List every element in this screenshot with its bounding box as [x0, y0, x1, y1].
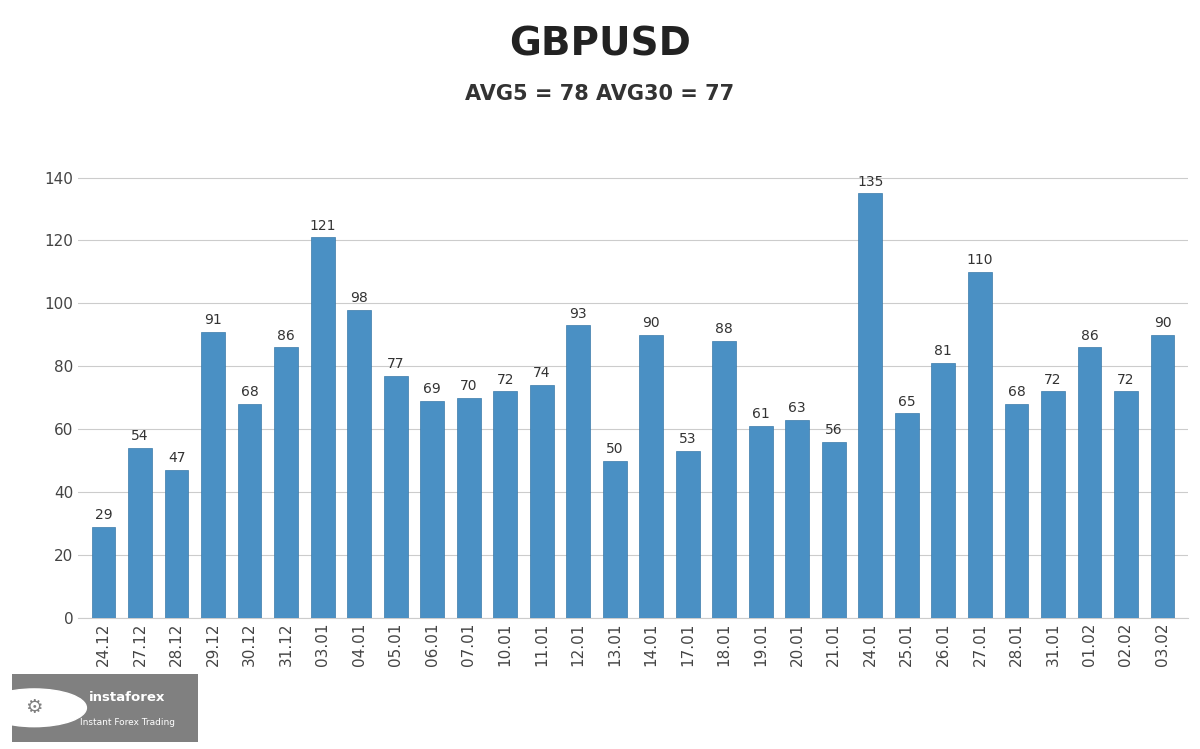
- Bar: [822, 442, 846, 618]
- Bar: [931, 363, 955, 618]
- Bar: [713, 341, 736, 618]
- Bar: [530, 385, 553, 618]
- Text: 93: 93: [570, 306, 587, 321]
- Bar: [128, 448, 152, 618]
- Bar: [1151, 335, 1175, 618]
- Bar: [676, 451, 700, 618]
- Text: 47: 47: [168, 452, 185, 465]
- Text: GBPUSD: GBPUSD: [509, 26, 691, 64]
- Text: 86: 86: [1080, 329, 1098, 343]
- Text: 68: 68: [241, 385, 258, 399]
- Bar: [238, 404, 262, 618]
- Text: 50: 50: [606, 442, 624, 456]
- Text: 121: 121: [310, 219, 336, 232]
- Bar: [164, 470, 188, 618]
- Bar: [566, 325, 590, 618]
- Text: 72: 72: [497, 373, 514, 386]
- Text: 29: 29: [95, 508, 113, 522]
- Text: 90: 90: [642, 316, 660, 330]
- Text: 77: 77: [386, 357, 404, 371]
- Bar: [858, 193, 882, 618]
- Text: 70: 70: [460, 379, 478, 393]
- Text: 135: 135: [857, 175, 883, 189]
- Text: 98: 98: [350, 291, 368, 305]
- Bar: [202, 332, 224, 618]
- Text: 72: 72: [1044, 373, 1062, 386]
- Bar: [384, 376, 408, 618]
- Bar: [968, 272, 991, 618]
- Text: 61: 61: [752, 407, 769, 421]
- Text: 69: 69: [424, 382, 442, 396]
- Text: 54: 54: [131, 429, 149, 443]
- Text: 68: 68: [1008, 385, 1025, 399]
- Text: 81: 81: [935, 345, 953, 359]
- Text: 88: 88: [715, 322, 733, 336]
- Bar: [91, 527, 115, 618]
- Text: instaforex: instaforex: [89, 691, 166, 704]
- Text: 72: 72: [1117, 373, 1135, 386]
- Bar: [640, 335, 664, 618]
- Bar: [1114, 392, 1138, 618]
- Text: 56: 56: [826, 423, 842, 437]
- Text: 53: 53: [679, 432, 696, 446]
- Text: 65: 65: [898, 395, 916, 409]
- Text: 91: 91: [204, 313, 222, 327]
- Text: AVG5 = 78 AVG30 = 77: AVG5 = 78 AVG30 = 77: [466, 84, 734, 103]
- Text: Instant Forex Trading: Instant Forex Trading: [80, 718, 175, 727]
- Bar: [493, 392, 517, 618]
- Text: 74: 74: [533, 366, 551, 380]
- Bar: [602, 461, 626, 618]
- Bar: [749, 426, 773, 618]
- Bar: [275, 348, 298, 618]
- Text: 63: 63: [788, 401, 806, 415]
- Text: 90: 90: [1153, 316, 1171, 330]
- Bar: [1004, 404, 1028, 618]
- Bar: [311, 237, 335, 618]
- Bar: [1042, 392, 1064, 618]
- Text: ⚙: ⚙: [25, 698, 43, 718]
- Bar: [786, 419, 809, 618]
- Bar: [420, 401, 444, 618]
- Text: 86: 86: [277, 329, 295, 343]
- Text: 110: 110: [967, 253, 994, 267]
- Bar: [895, 413, 919, 618]
- Circle shape: [0, 689, 86, 727]
- Bar: [347, 309, 371, 618]
- Bar: [1078, 348, 1102, 618]
- Bar: [457, 398, 480, 618]
